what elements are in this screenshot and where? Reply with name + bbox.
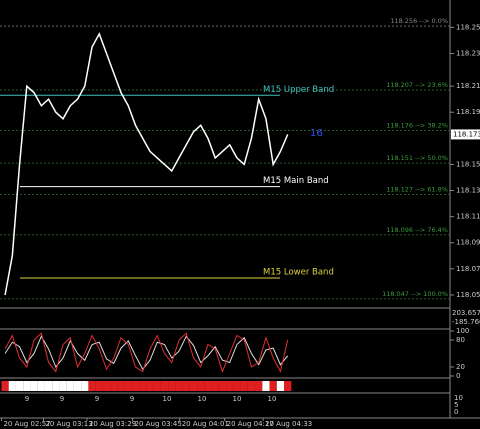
trend-cell [160,381,169,391]
y-tick-label: 118.210 [456,82,480,90]
trend-cell [15,381,24,391]
trend-cell [110,381,118,391]
stoch-tick-label: 80 [456,336,465,344]
trend-cell [139,381,147,391]
bar-label: 9 [95,395,99,403]
trend-cell [175,381,183,391]
fib-label: 118.176 --> 38.2% [386,122,448,130]
trend-cell [95,381,103,391]
volume-label: 0 [454,408,458,416]
trend-cell [233,381,241,391]
y-tick-label: 118.090 [456,239,480,247]
x-tick-label: 20 Aug 03:13 [45,420,92,428]
trend-cell [59,381,67,391]
trend-cell [146,381,154,391]
annotation: 16 [310,128,323,139]
fib-label: 118.207 --> 23.6% [386,81,448,89]
fib-label: 118.096 --> 76.4% [386,226,448,234]
y-tick-label: 118.110 [456,213,480,221]
x-tick-label: 20 Aug 04:17 [227,420,274,428]
stoch-tick-label: 0 [456,372,460,380]
bar-label: 10 [233,395,242,403]
trend-cell [88,381,96,391]
trend-cell [182,381,190,391]
trend-cell [189,381,198,391]
y-tick-label: 118.255 [456,23,480,31]
stoch-signal [4,335,289,371]
x-tick-label: 20 Aug 02:57 [3,420,50,428]
y-tick-label: 118.190 [456,108,480,116]
y-tick-label: 118.235 [456,50,480,58]
fib-label: 118.256 --> 0.0% [390,17,448,25]
band-label: M15 Upper Band [263,85,334,95]
bar-label: 10 [163,395,172,403]
trend-cell [262,381,270,391]
trend-cell [1,381,9,391]
trend-cell [23,381,31,391]
trend-cell [8,381,16,391]
current-price-box [451,129,480,140]
trend-cell [197,381,205,391]
bar-label: 9 [25,395,29,403]
band-label: M15 Lower Band [263,267,334,277]
x-tick-label: 20 Aug 03:29 [89,420,136,428]
x-tick-label: 20 Aug 04:01 [182,420,229,428]
bar-label: 9 [60,395,64,403]
stoch-tick-label: 20 [456,363,465,371]
cci-label: 203.657 [452,309,480,317]
trend-cell [284,381,292,391]
price-line [4,32,289,296]
trend-cell [66,381,74,391]
band-label: M15 Main Band [263,176,329,186]
bar-label: 9 [130,395,134,403]
volume-label: 5 [454,401,458,409]
trend-cell [218,381,227,391]
trend-cell [255,381,263,391]
trend-cell [124,381,132,391]
trend-cell [153,381,161,391]
trend-cell [30,381,38,391]
cci-label: -185.7603 [452,318,480,326]
trend-cell [52,381,60,391]
stoch-main [4,332,289,373]
x-tick-label: 20 Aug 04:33 [265,420,312,428]
trend-cell [247,381,256,391]
fib-label: 118.047 --> 100.0% [382,290,448,298]
trend-cell [73,381,82,391]
trend-cell [226,381,234,391]
trend-cell [204,381,212,391]
y-tick-label: 118.130 [456,187,480,195]
y-tick-label: 118.070 [456,265,480,273]
y-tick-label: 118.150 [456,160,480,168]
y-tick-label: 118.050 [456,291,480,299]
bar-label: 10 [198,395,207,403]
current-price-label: 118.173 [453,130,480,138]
bar-label: 10 [268,395,277,403]
fib-label: 118.151 --> 50.0% [386,154,448,162]
volume-label: 10 [454,394,463,402]
trend-cell [211,381,219,391]
trend-cell [102,381,111,391]
trend-cell [117,381,125,391]
trend-cell [37,381,45,391]
stoch-tick-label: 100 [456,327,469,335]
trend-cell [276,381,285,391]
trend-cell [131,381,140,391]
trend-cell [269,381,277,391]
fib-label: 118.127 --> 61.8% [386,185,448,193]
trend-cell [81,381,89,391]
trend-cell [240,381,248,391]
x-tick-label: 20 Aug 03:45 [135,420,182,428]
trend-cell [44,381,53,391]
trend-cell [168,381,176,391]
